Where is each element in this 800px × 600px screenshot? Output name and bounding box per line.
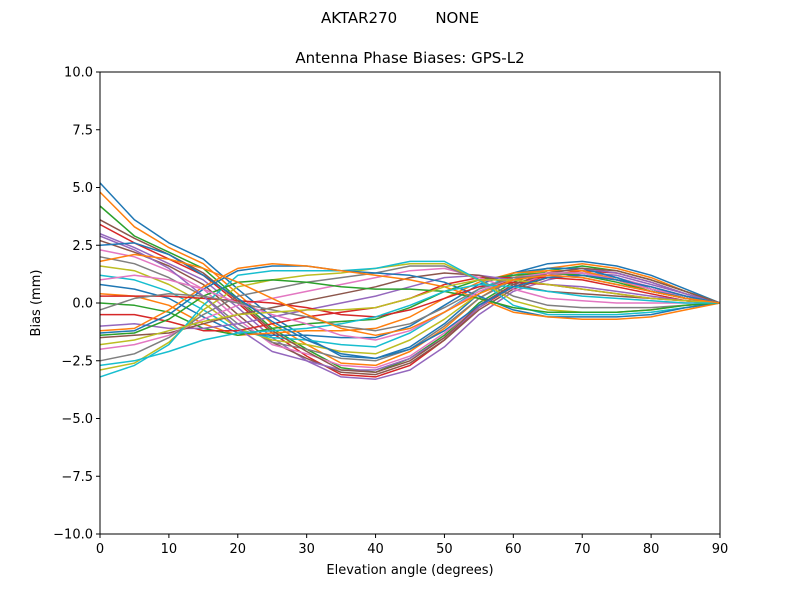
series-line: [99, 260, 721, 378]
series-line: [99, 267, 720, 350]
y-tick-label: 0.0: [72, 297, 93, 312]
y-tick-label: −7.5: [61, 470, 93, 485]
x-tick-label: 70: [574, 542, 591, 557]
x-tick-label: 50: [436, 542, 453, 557]
x-tick-label: 0: [96, 542, 104, 557]
series-line: [99, 279, 721, 346]
y-axis-label: Bias (mm): [29, 270, 44, 337]
series-line: [99, 265, 721, 362]
series-line: [99, 256, 721, 362]
series-line: [99, 253, 721, 337]
series-line: [99, 274, 721, 330]
figure-suptitle: AKTAR270 NONE: [320, 9, 480, 27]
series-line: [99, 219, 721, 374]
y-tick-label: 2.5: [72, 239, 93, 254]
x-tick-label: 30: [298, 542, 315, 557]
series-line: [99, 233, 721, 380]
y-tick-label: −2.5: [61, 354, 93, 369]
series-line: [99, 283, 720, 367]
axes-layer: 0 10 20 30 40 50 60 70 80 90 −10.0 −7.5 −5.0 −2.5 0.0 2…: [53, 66, 728, 558]
chart-title: Antenna Phase Biases: GPS-L2: [295, 49, 525, 67]
x-tick-label: 40: [367, 542, 384, 557]
y-tick-label: 10.0: [64, 66, 93, 81]
y-tick-label: 7.5: [72, 123, 93, 138]
series-line: [99, 242, 721, 360]
x-tick-label: 20: [230, 542, 247, 557]
y-tick-label: −5.0: [61, 412, 93, 427]
x-tick-label: 60: [505, 542, 522, 557]
series-line: [99, 223, 721, 378]
series-line: [99, 262, 721, 332]
series-line: [99, 267, 721, 339]
series-line: [99, 272, 721, 339]
series-layer: [99, 182, 721, 380]
y-tick-label: −10.0: [53, 528, 93, 543]
x-axis-label: Elevation angle (degrees): [326, 563, 493, 578]
x-tick-label: 10: [161, 542, 178, 557]
x-tick-label: 80: [643, 542, 660, 557]
x-tick-label: 90: [712, 542, 729, 557]
y-tick-label: 5.0: [72, 181, 93, 196]
series-line: [99, 191, 721, 367]
series-line: [99, 182, 721, 360]
